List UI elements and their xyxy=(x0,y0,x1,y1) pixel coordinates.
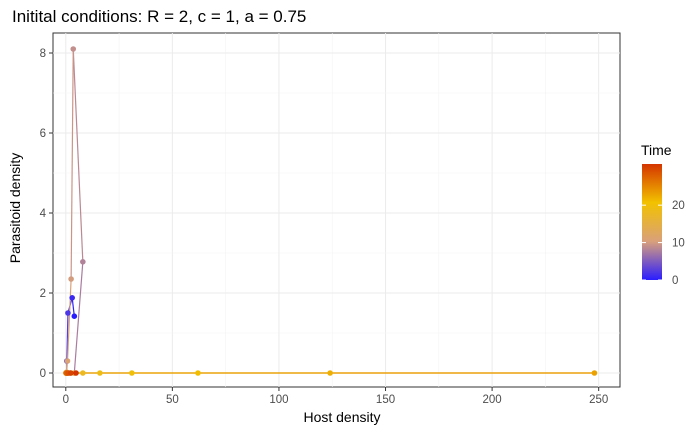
data-point xyxy=(591,370,598,376)
legend-ticks: 0 10 20 xyxy=(642,200,685,287)
y-tick-label: 6 xyxy=(40,128,46,140)
x-tick-label: 250 xyxy=(589,394,608,406)
x-tick-label: 50 xyxy=(166,394,179,406)
y-axis-label: Parasitoid density xyxy=(7,153,23,264)
data-point xyxy=(327,370,333,376)
data-point xyxy=(65,310,71,316)
plot-panel xyxy=(52,32,621,388)
series-lines xyxy=(66,48,595,374)
legend-tick-label: 10 xyxy=(672,238,685,250)
legend: Time 0 10 20 xyxy=(641,142,685,287)
data-point xyxy=(73,370,79,376)
y-axis-ticks: 0 2 4 6 8 xyxy=(40,48,53,380)
x-tick-label: 100 xyxy=(269,394,288,406)
legend-tick-label: 0 xyxy=(672,275,678,287)
data-point xyxy=(129,370,135,376)
path-segment xyxy=(73,261,84,374)
legend-title: Time xyxy=(641,142,672,158)
path-segment xyxy=(66,312,69,362)
y-tick-label: 8 xyxy=(40,48,46,60)
x-axis-ticks: 0 50 100 150 200 250 xyxy=(63,387,608,406)
series-points xyxy=(63,46,598,376)
legend-tick-label: 20 xyxy=(672,200,685,212)
x-tick-label: 0 xyxy=(63,394,69,406)
data-point xyxy=(68,370,74,376)
legend-colorbar xyxy=(642,164,662,280)
data-point xyxy=(69,295,75,301)
data-point xyxy=(71,313,78,320)
data-point xyxy=(195,370,201,376)
plot-area xyxy=(52,32,621,388)
x-tick-label: 150 xyxy=(376,394,395,406)
data-point xyxy=(80,370,86,376)
chart-title: Initital conditions: R = 2, c = 1, a = 0… xyxy=(12,7,306,26)
path-segment xyxy=(70,48,74,280)
x-tick-label: 200 xyxy=(483,394,502,406)
x-axis-label: Host density xyxy=(303,409,380,425)
data-point xyxy=(64,358,71,364)
data-point xyxy=(80,259,86,265)
data-point xyxy=(68,276,74,282)
data-point xyxy=(70,46,77,52)
path-segment xyxy=(71,297,75,317)
path-segment xyxy=(72,48,84,262)
y-tick-label: 4 xyxy=(40,208,47,220)
y-tick-label: 2 xyxy=(40,288,46,300)
y-tick-label: 0 xyxy=(40,368,46,380)
data-point xyxy=(97,370,103,376)
path-segment xyxy=(66,278,72,362)
